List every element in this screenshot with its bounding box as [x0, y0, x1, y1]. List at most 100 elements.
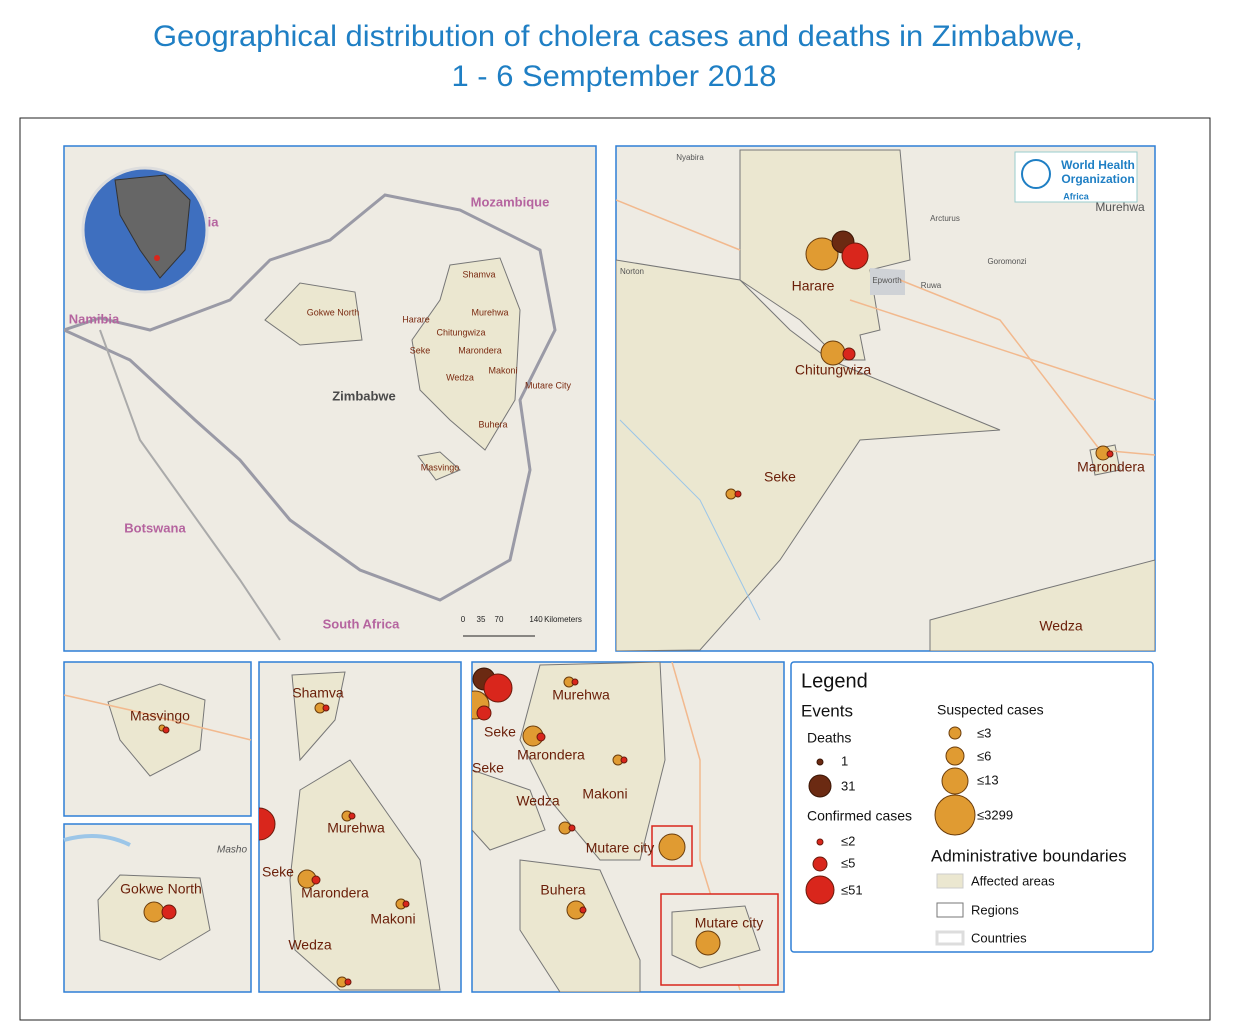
- legend-symbol: [816, 758, 824, 766]
- east-map: [472, 662, 741, 992]
- affected-area: [472, 769, 546, 851]
- district-label: Buhera: [540, 882, 585, 898]
- country-label: Namibia: [69, 311, 120, 326]
- legend-label: Countries: [971, 930, 1027, 945]
- logo-text: World Health: [1061, 158, 1135, 172]
- place-label: Masho: [217, 845, 247, 856]
- bubble-confirmed: [161, 904, 177, 920]
- bubble-confirmed: [568, 824, 576, 832]
- zimbabwe-marker: [154, 255, 160, 261]
- district-label: Makoni: [582, 786, 627, 802]
- legend-symbol: [808, 774, 832, 798]
- place-label: Epworth: [872, 276, 901, 285]
- road: [616, 199, 741, 251]
- affected-area: [616, 259, 1001, 651]
- bubble-confirmed: [842, 347, 856, 361]
- legend-swatch: [935, 930, 965, 946]
- district-label: Wedza: [516, 793, 560, 809]
- bubble-confirmed: [841, 242, 869, 270]
- district-label: Harare: [402, 314, 430, 324]
- legend-symbol: [812, 856, 828, 872]
- district-label: Gokwe North: [307, 307, 360, 317]
- legend-swatch: [936, 902, 964, 918]
- bubble-confirmed: [536, 732, 546, 742]
- legend-heading: Deaths: [807, 730, 851, 746]
- scale-label: 140: [529, 615, 543, 624]
- district-label: Wedza: [288, 937, 332, 953]
- bubble-confirmed: [162, 726, 170, 734]
- road: [849, 299, 1155, 401]
- legend-label: Affected areas: [971, 873, 1055, 888]
- scale-label: 35: [477, 615, 486, 624]
- affected-area: [519, 662, 666, 861]
- place-label: Ruwa: [921, 281, 942, 290]
- district-label: Buhera: [478, 419, 507, 429]
- bubble-suspected: [695, 930, 721, 956]
- logo-text: Africa: [1063, 191, 1090, 201]
- logo-box: [1014, 151, 1138, 203]
- bubble-confirmed: [476, 705, 492, 721]
- affected-area: [929, 559, 1155, 651]
- country-border: [64, 193, 557, 602]
- place-label: Goromonzi: [987, 257, 1026, 266]
- bubble-confirmed: [402, 900, 410, 908]
- affected-area: [264, 282, 363, 346]
- road: [63, 694, 252, 741]
- legend-symbol: [816, 838, 824, 846]
- place-label: Norton: [620, 267, 644, 276]
- district-label: Chitungwiza: [795, 362, 871, 378]
- district-label: Mutare city: [695, 915, 763, 931]
- district-label: Makoni: [488, 365, 517, 375]
- country-label: ia: [208, 214, 220, 229]
- legend-symbol: [805, 875, 835, 905]
- district-label: Shamva: [462, 269, 495, 279]
- bubble-confirmed: [579, 906, 587, 914]
- country-label: Botswana: [124, 520, 186, 535]
- district-label: Marondera: [1077, 459, 1145, 475]
- legend-swatch: [936, 873, 964, 889]
- legend-heading: Confirmed cases: [807, 808, 912, 824]
- bubble-confirmed: [348, 812, 356, 820]
- district-label: Murehwa: [327, 820, 385, 836]
- district-label: Marondera: [458, 345, 502, 355]
- district-label: Seke: [484, 724, 516, 740]
- legend-label: 31: [841, 778, 855, 793]
- bubble-confirmed: [311, 875, 321, 885]
- affected-area: [411, 257, 521, 451]
- district-label: Murehwa: [471, 307, 508, 317]
- legend-label: ≤51: [841, 882, 863, 897]
- inset-marker: [651, 825, 693, 867]
- district-label: Masvingo: [421, 462, 460, 472]
- district-label: Mutare City: [525, 380, 572, 390]
- bubble-suspected: [143, 901, 165, 923]
- legend-label: ≤13: [977, 772, 999, 787]
- district-label: Murehwa: [552, 687, 610, 703]
- title: 1 - 6 Semptember 2018: [452, 60, 777, 93]
- affected-area: [291, 671, 346, 762]
- district-label: Gokwe North: [120, 881, 202, 897]
- title: Geographical distribution of cholera cas…: [153, 20, 1083, 53]
- bubble-confirmed: [259, 807, 276, 841]
- district-label: Mutare city: [586, 840, 654, 856]
- legend-heading: Suspected cases: [937, 702, 1044, 718]
- country-label: Mozambique: [471, 194, 550, 209]
- district-label: Seke: [262, 864, 294, 880]
- affected-area: [519, 859, 641, 992]
- legend-label: ≤5: [841, 855, 855, 870]
- logo-emblem: [1021, 159, 1051, 189]
- legend-label: ≤3: [977, 725, 991, 740]
- legend-label: ≤3299: [977, 807, 1013, 822]
- legend-label: ≤2: [841, 833, 855, 848]
- bubble-confirmed: [344, 978, 352, 986]
- legend-label: Regions: [971, 902, 1019, 917]
- district-label: Chitungwiza: [436, 327, 485, 337]
- legend-symbol: [934, 794, 976, 836]
- bubble-suspected: [658, 833, 686, 861]
- affected-area: [289, 759, 441, 991]
- central-map: [259, 671, 441, 991]
- affected-area: [107, 683, 206, 777]
- scale-label: 0: [461, 615, 466, 624]
- district-label: Wedza: [1039, 618, 1083, 634]
- district-label: Marondera: [301, 885, 369, 901]
